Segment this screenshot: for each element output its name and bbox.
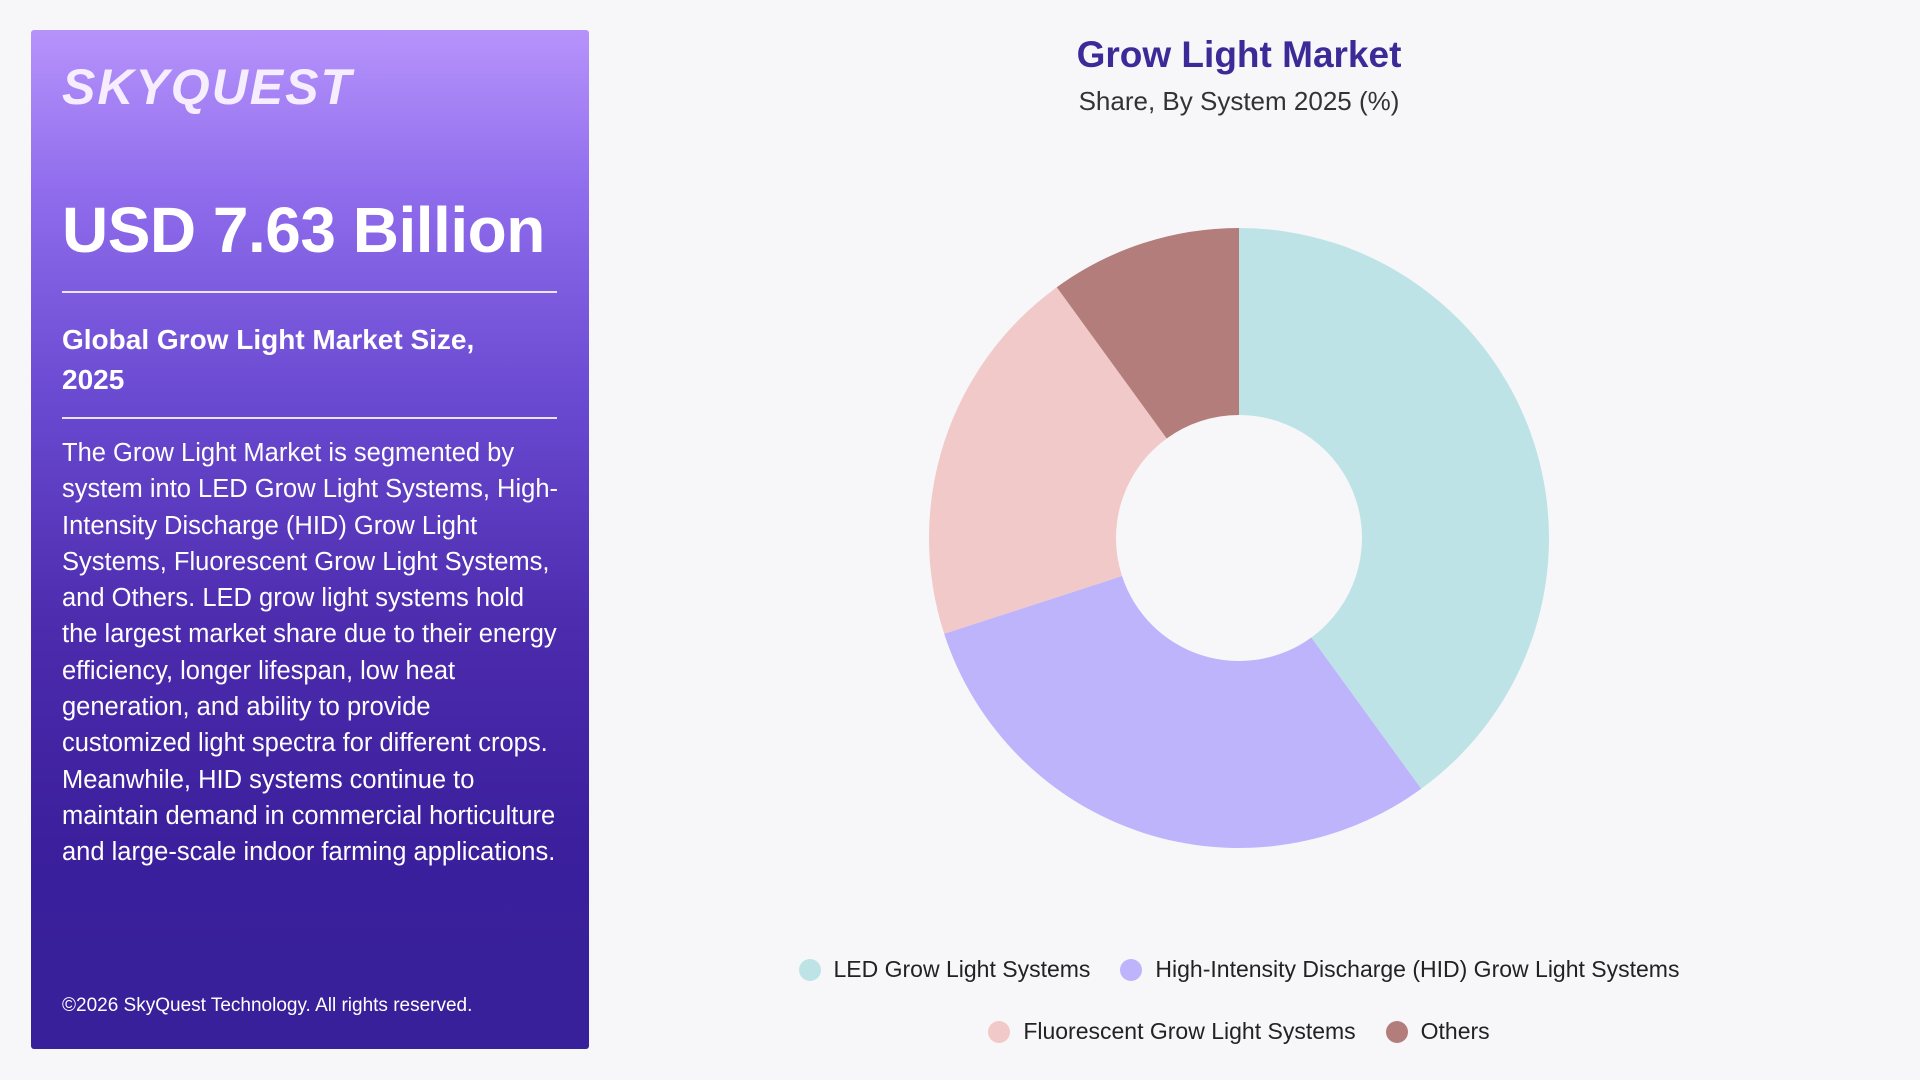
legend-swatch (798, 958, 821, 981)
legend-row: LED Grow Light Systems High-Intensity Di… (700, 956, 1778, 983)
slice-hid[interactable] (944, 576, 1422, 849)
legend-item-hid[interactable]: High-Intensity Discharge (HID) Grow Ligh… (1120, 956, 1679, 983)
market-description: The Grow Light Market is segmented by sy… (62, 439, 558, 867)
slice-others[interactable] (1056, 228, 1239, 439)
legend-label: LED Grow Light Systems (833, 956, 1091, 982)
chart-title: Grow Light Market (1076, 34, 1402, 75)
legend-row: Fluorescent Grow Light Systems Others (700, 1018, 1778, 1045)
legend-label: Others (1420, 1018, 1490, 1044)
legend-label: Fluorescent Grow Light Systems (1023, 1018, 1356, 1044)
legend-label: High-Intensity Discharge (HID) Grow Ligh… (1155, 956, 1680, 982)
legend-swatch (1120, 958, 1143, 981)
divider (62, 417, 557, 419)
market-size-caption: Global Grow Light Market Size, 2025 (62, 324, 475, 395)
skyquest-logo: SKYQUEST (62, 59, 354, 115)
legend-swatch (1385, 1020, 1408, 1043)
legend-item-led[interactable]: LED Grow Light Systems (798, 956, 1091, 983)
copyright-notice: ©2026 SkyQuest Technology. All rights re… (62, 995, 473, 1016)
legend-item-fluorescent[interactable]: Fluorescent Grow Light Systems (988, 1018, 1356, 1045)
legend-item-others[interactable]: Others (1385, 1018, 1490, 1045)
info-panel: SKYQUEST USD 7.63 Billion Global Grow Li… (31, 30, 589, 1049)
market-size-value: USD 7.63 Billion (62, 194, 545, 266)
legend-swatch (988, 1020, 1011, 1043)
chart-subtitle: Share, By System 2025 (%) (1078, 86, 1400, 116)
slice-fluorescent[interactable] (929, 287, 1167, 634)
divider (62, 291, 557, 293)
slice-led[interactable] (1239, 228, 1549, 789)
